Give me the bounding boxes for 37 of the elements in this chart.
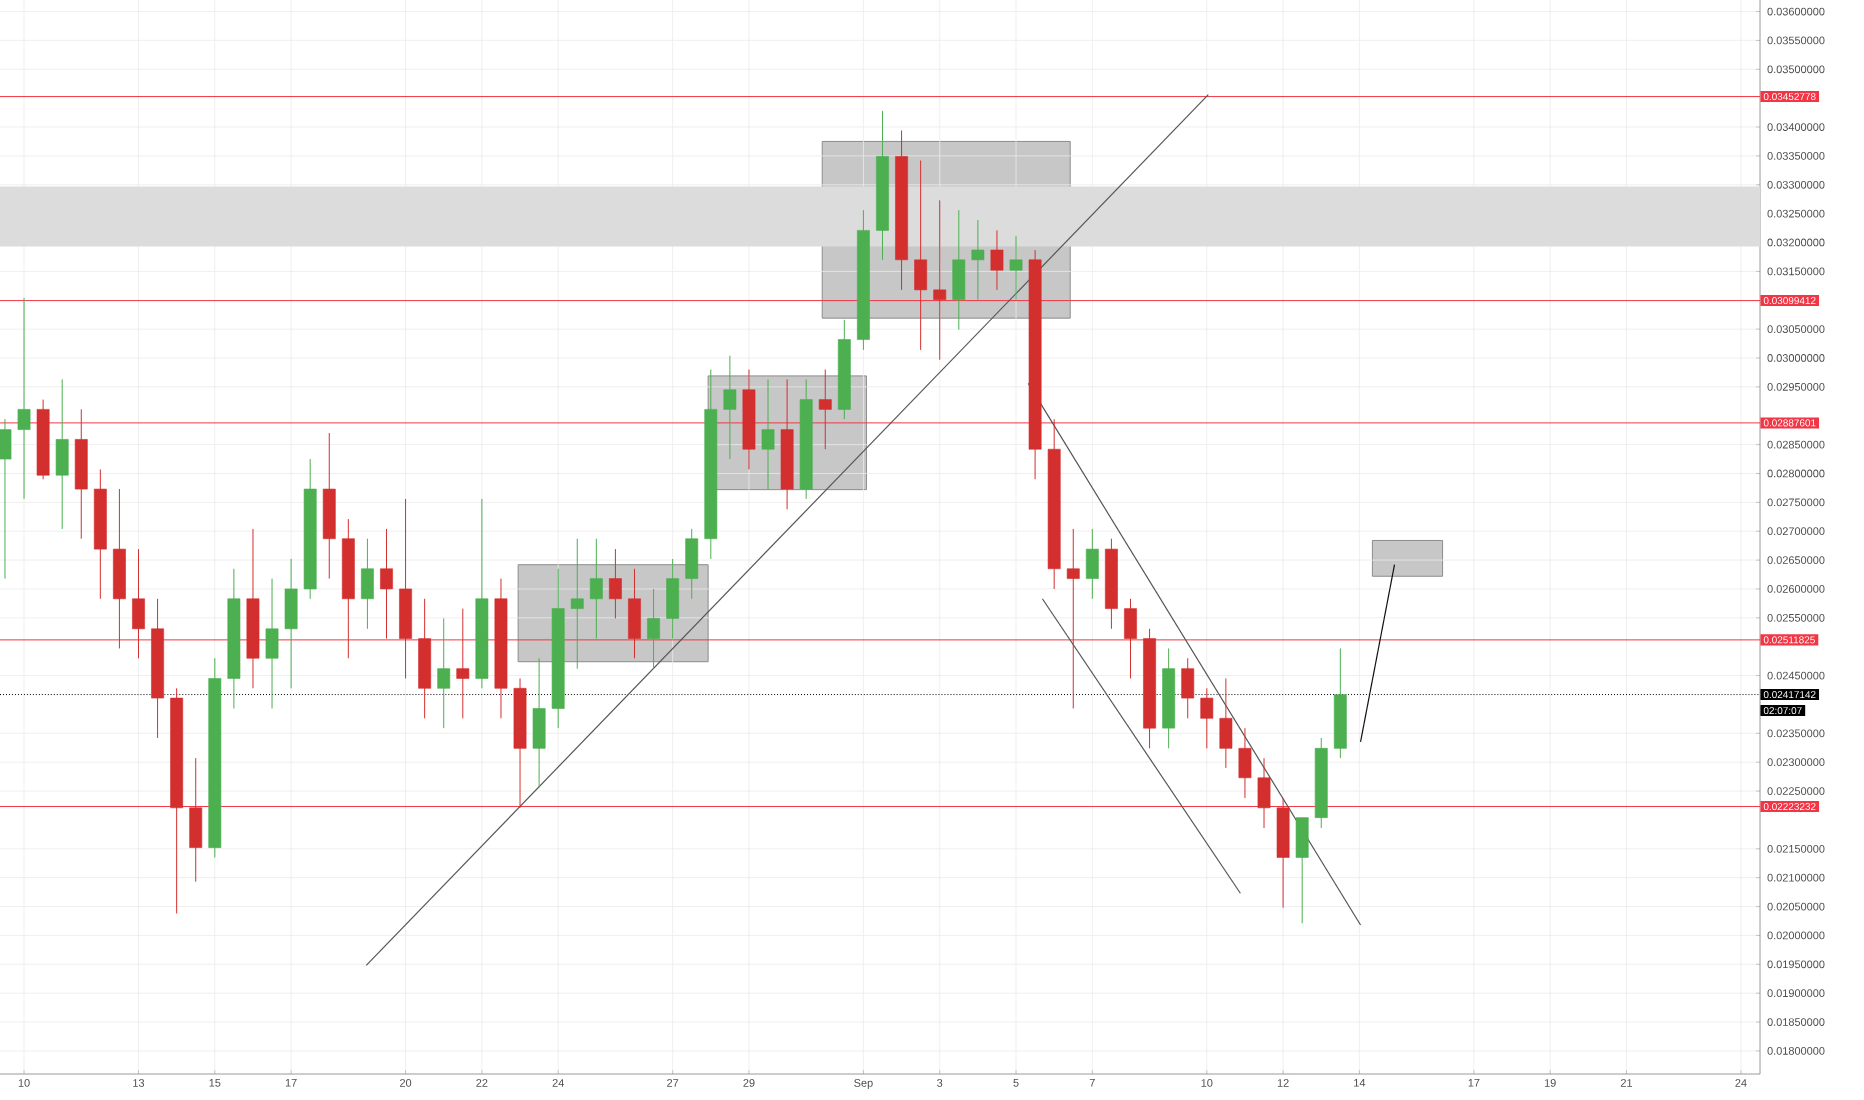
candlestick — [284, 558, 298, 689]
candlestick — [570, 538, 584, 670]
candlestick — [437, 617, 451, 729]
candlestick — [609, 548, 622, 619]
candlestick — [761, 378, 775, 490]
candlestick — [189, 757, 203, 883]
candlestick — [723, 355, 737, 460]
candlestick — [17, 297, 31, 500]
candlestick — [361, 538, 374, 630]
candlestick — [971, 219, 985, 301]
candlestick — [647, 588, 660, 670]
candlestick — [818, 369, 832, 450]
candlestick — [952, 209, 966, 331]
candlestick — [1181, 657, 1195, 719]
candlestick — [1295, 817, 1309, 924]
candlestick — [132, 548, 145, 659]
candlestick — [532, 657, 546, 789]
candlestick — [589, 538, 603, 640]
candlestick — [1238, 727, 1252, 799]
candlestick — [685, 528, 699, 600]
candlestick — [1124, 598, 1137, 679]
candlestick — [1219, 677, 1233, 769]
candlestick — [933, 199, 947, 361]
candlestick — [1009, 235, 1023, 301]
candlestick — [1200, 687, 1214, 749]
candlestick — [0, 418, 12, 580]
candlestick — [456, 608, 470, 719]
candlestick — [380, 528, 393, 640]
candlestick — [1257, 757, 1271, 829]
candlestick — [1066, 528, 1080, 709]
candlestick — [628, 568, 641, 659]
candlestick — [55, 378, 69, 530]
candlestick — [666, 558, 680, 640]
candlestick — [1085, 528, 1099, 600]
candlestick — [914, 160, 928, 351]
candlestick — [265, 578, 279, 709]
candlestick — [990, 229, 1004, 291]
